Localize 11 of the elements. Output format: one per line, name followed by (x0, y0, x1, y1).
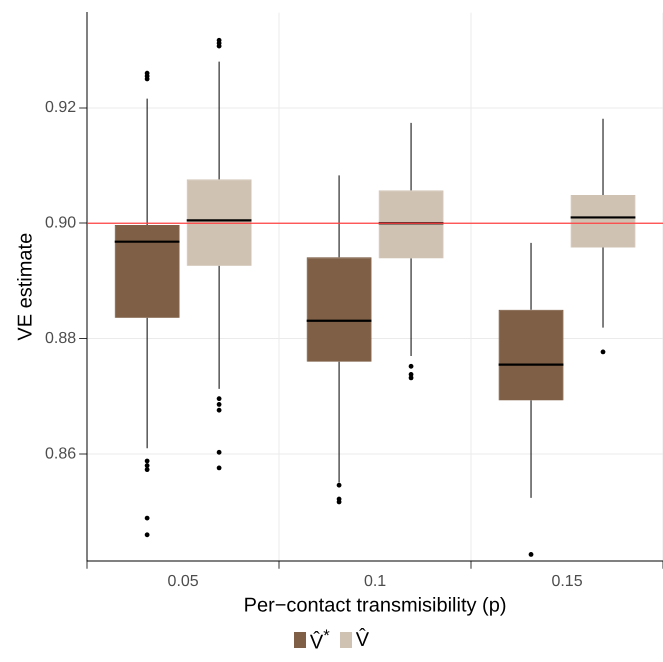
x-tick-label: 0.05 (168, 572, 199, 590)
y-tick-label: 0.92 (45, 99, 76, 116)
y-tick-label: 0.90 (45, 214, 76, 232)
x-axis-title: Per−contact transmisibility (p) (244, 594, 507, 617)
legend-label: V̂ (356, 628, 370, 652)
y-tick-label: 0.88 (45, 330, 76, 348)
legend-label: V̂$^{*}$ (310, 626, 330, 655)
y-tick-label: 0.86 (45, 445, 76, 462)
y-axis-title: VE estimate (14, 232, 37, 341)
x-tick-label: 0.1 (364, 572, 386, 590)
x-tick-label: 0.15 (551, 572, 583, 590)
